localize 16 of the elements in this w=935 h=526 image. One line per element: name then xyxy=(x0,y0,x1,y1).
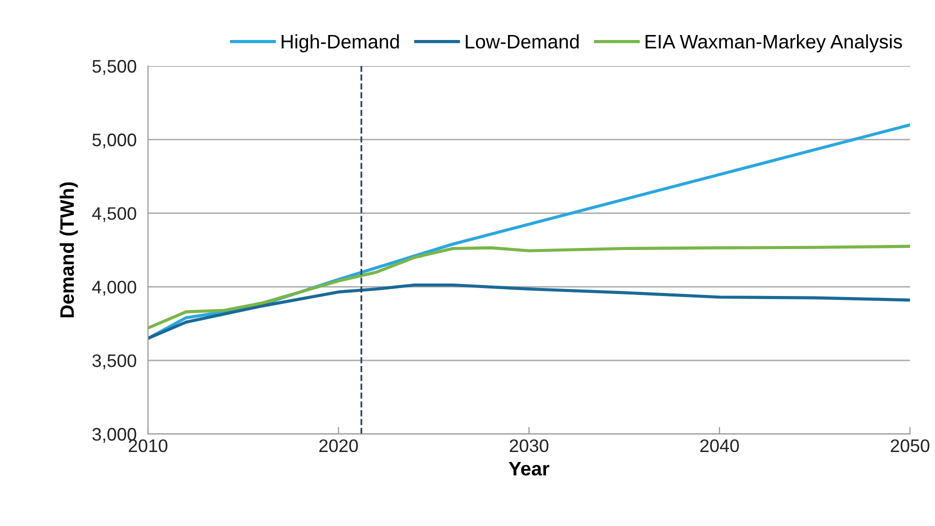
legend-label: EIA Waxman-Markey Analysis xyxy=(646,34,902,52)
x-tick-label: 2050 xyxy=(890,439,930,452)
y-tick-label: 5,500 xyxy=(92,60,136,75)
x-tick-label: 2030 xyxy=(510,439,548,452)
y-tick-label: 5,000 xyxy=(92,134,136,148)
legend-label: High-Demand xyxy=(282,34,399,52)
x-tick-label: 2040 xyxy=(700,439,739,452)
legend-label: Low-Demand xyxy=(466,34,579,49)
y-tick-label: 4,500 xyxy=(92,207,136,222)
y-tick-label: 4,000 xyxy=(92,280,136,296)
y-axis-title: Demand (TWh) xyxy=(60,182,78,318)
line-series xyxy=(148,284,910,340)
line-series xyxy=(148,244,910,330)
x-axis-title: Year xyxy=(508,462,550,476)
y-tick-label: 3,500 xyxy=(92,354,136,370)
x-tick-label: 2020 xyxy=(319,439,358,452)
